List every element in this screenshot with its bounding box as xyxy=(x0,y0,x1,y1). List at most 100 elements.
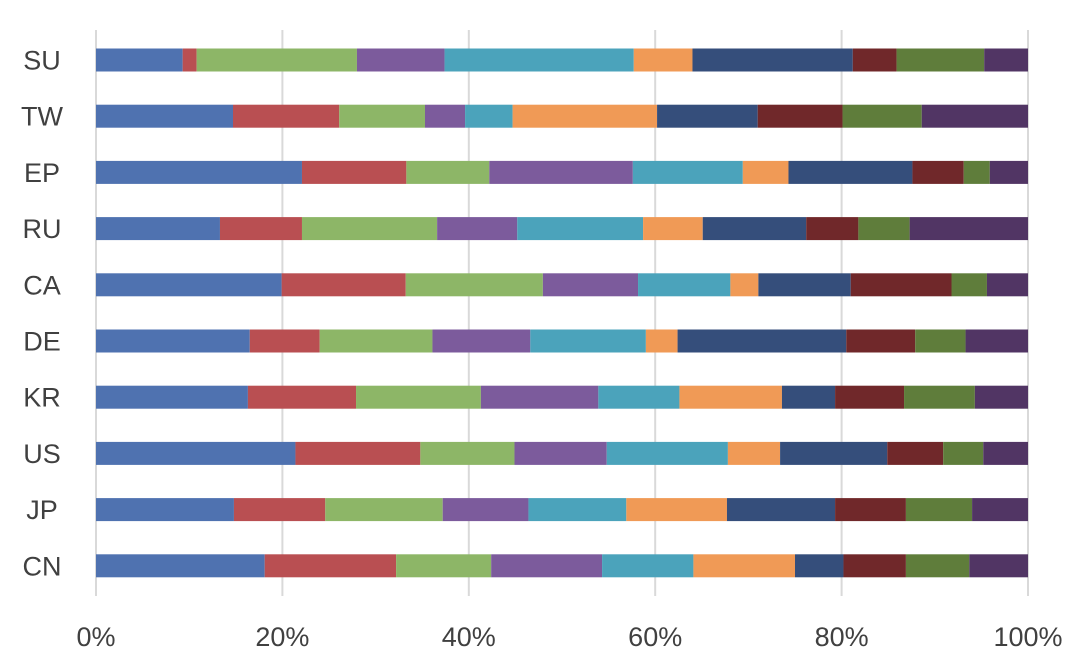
bar-segment xyxy=(645,329,678,353)
category-label: EP xyxy=(24,158,60,188)
bar-segment xyxy=(984,48,1028,72)
bar-segment xyxy=(96,498,234,522)
bar-segment xyxy=(757,104,843,128)
bar-segment xyxy=(489,160,633,184)
bar-segment xyxy=(249,329,320,353)
x-tick-label: 20% xyxy=(255,622,309,652)
bar-segment xyxy=(339,104,425,128)
bar-segment xyxy=(196,48,357,72)
bar-segment xyxy=(96,329,250,353)
bar-segment xyxy=(989,160,1028,184)
bar-segment xyxy=(909,217,1028,241)
bar-segment xyxy=(465,104,513,128)
x-tick-label: 100% xyxy=(993,622,1062,652)
bar-segment xyxy=(781,385,836,409)
bar-segment xyxy=(835,385,905,409)
bar-segment xyxy=(233,498,326,522)
bar-segment xyxy=(974,385,1028,409)
x-tick-label: 80% xyxy=(815,622,869,652)
bar-segment xyxy=(643,217,703,241)
bar-segment xyxy=(921,104,1028,128)
bar-segment xyxy=(905,554,970,578)
bar-segment xyxy=(512,104,658,128)
category-label: CN xyxy=(23,551,62,581)
bar-segment xyxy=(951,273,987,297)
bar-segment xyxy=(528,498,627,522)
bar-segment xyxy=(301,217,438,241)
category-label: KR xyxy=(23,383,61,413)
bar-segment xyxy=(633,48,693,72)
category-labels: SU TW EP RU CA DE KR US JP CN xyxy=(21,46,63,582)
bar-segment xyxy=(969,554,1028,578)
bar-segment xyxy=(626,498,727,522)
bar-segment xyxy=(319,329,433,353)
bar-segment xyxy=(301,160,407,184)
bar-segment xyxy=(983,441,1028,465)
bar-segment xyxy=(602,554,694,578)
category-label: JP xyxy=(26,495,58,525)
bar-segment xyxy=(356,48,445,72)
bar-segment xyxy=(281,273,406,297)
bar-segment xyxy=(247,385,357,409)
bar-segment xyxy=(96,554,265,578)
bar-segment xyxy=(842,104,922,128)
bar-segment xyxy=(850,273,952,297)
category-label: RU xyxy=(23,214,62,244)
bar-segment xyxy=(96,385,248,409)
bar-segment xyxy=(432,329,531,353)
bar-segment xyxy=(233,104,340,128)
bar-segment xyxy=(912,160,964,184)
bar-segment xyxy=(858,217,910,241)
bar-segment xyxy=(692,48,853,72)
bar-segment xyxy=(726,498,836,522)
bar-segment xyxy=(904,385,975,409)
bar-segment xyxy=(356,385,481,409)
category-label: SU xyxy=(23,46,61,76)
bar-segment xyxy=(264,554,397,578)
bar-segment xyxy=(396,554,492,578)
bar-segment xyxy=(887,441,944,465)
bar-segment xyxy=(806,217,859,241)
bar-segment xyxy=(491,554,603,578)
bar-segment xyxy=(972,498,1028,522)
category-label: US xyxy=(23,439,61,469)
bar-segment xyxy=(442,498,529,522)
bar-segment xyxy=(758,273,851,297)
bar-segment xyxy=(963,160,990,184)
bar-segment xyxy=(96,217,220,241)
category-label: DE xyxy=(23,327,61,357)
bar-segment xyxy=(657,104,758,128)
bar-segment xyxy=(638,273,731,297)
bar-segment xyxy=(405,273,543,297)
bar-segment xyxy=(96,441,296,465)
bar-segment xyxy=(835,498,906,522)
bar-segment xyxy=(514,441,607,465)
bar-segment xyxy=(96,48,183,72)
bar-segment xyxy=(679,385,782,409)
bar-segment xyxy=(846,329,916,353)
bar-segment xyxy=(915,329,966,353)
bar-segment xyxy=(219,217,302,241)
bar-segment xyxy=(406,160,490,184)
bar-segment xyxy=(742,160,789,184)
bar-segment xyxy=(788,160,913,184)
x-tick-label: 0% xyxy=(76,622,115,652)
bar-segment xyxy=(182,48,197,72)
bar-segment xyxy=(896,48,985,72)
category-label: CA xyxy=(23,270,61,300)
bar-segment xyxy=(965,329,1028,353)
bar-segment xyxy=(420,441,515,465)
bar-segment xyxy=(96,273,282,297)
bar-segment xyxy=(424,104,466,128)
bar-segment xyxy=(905,498,973,522)
bar-segment xyxy=(986,273,1028,297)
bar-segment xyxy=(437,217,518,241)
bar-segment xyxy=(96,160,302,184)
bar-segment xyxy=(632,160,743,184)
bar-segment xyxy=(943,441,984,465)
x-axis-tick-labels: 0% 20% 40% 60% 80% 100% xyxy=(76,622,1062,652)
bar-segment xyxy=(598,385,680,409)
bar-segment xyxy=(96,104,234,128)
bars xyxy=(96,48,1028,578)
